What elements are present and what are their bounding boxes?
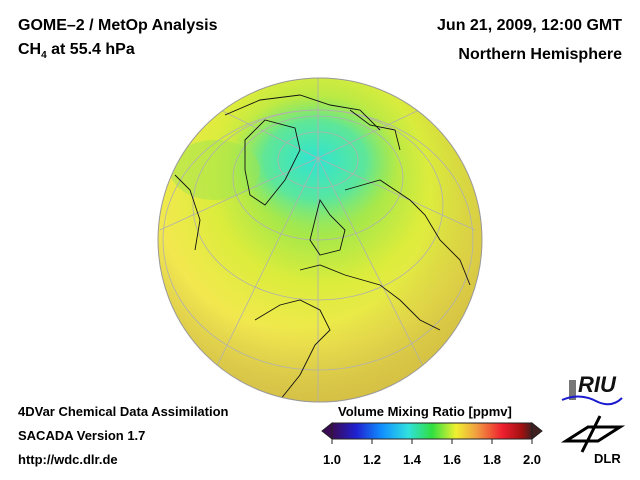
ch4-field	[158, 78, 482, 402]
footer-line-2: SACADA Version 1.7	[18, 428, 146, 443]
species-label: CH4 at 55.4 hPa	[18, 41, 135, 62]
riu-logo	[561, 380, 623, 406]
colorbar-tick: 1.2	[362, 452, 382, 467]
colorbar-tick: 1.6	[442, 452, 462, 467]
region-label: Northern Hemisphere	[458, 46, 622, 63]
colorbar-title: Volume Mixing Ratio [ppmv]	[338, 404, 512, 419]
colorbar-tick: 1.8	[482, 452, 502, 467]
dlr-logo-text: DLR	[594, 451, 621, 466]
colorbar	[321, 421, 543, 444]
coastlines	[174, 94, 471, 401]
title: GOME–2 / MetOp Analysis	[18, 17, 218, 34]
colorbar-tick: 1.0	[322, 452, 342, 467]
footer-url[interactable]: http://wdc.dlr.de	[18, 452, 118, 467]
colorbar-tick: 2.0	[522, 452, 542, 467]
riu-logo-text: RIU	[578, 372, 616, 397]
colorbar-tick: 1.4	[402, 452, 422, 467]
dlr-logo	[560, 415, 626, 453]
date-label: Jun 21, 2009, 12:00 GMT	[437, 17, 622, 34]
footer-line-1: 4DVar Chemical Data Assimilation	[18, 404, 229, 419]
graticule	[159, 78, 476, 402]
